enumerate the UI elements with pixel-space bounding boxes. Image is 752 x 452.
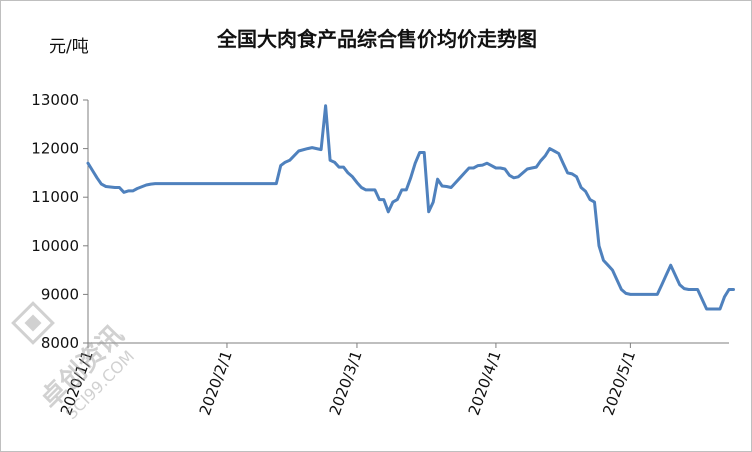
chart-title: 全国大肉食产品综合售价均价走势图	[217, 27, 537, 51]
axes	[87, 100, 729, 344]
y-ticks: 8000 9000 10000 11000 12000 13000	[31, 91, 88, 352]
series-lines	[86, 104, 735, 311]
y-tick-label: 11000	[31, 188, 79, 206]
y-tick-label: 9000	[41, 285, 79, 303]
y-tick-label: 13000	[31, 91, 79, 109]
x-tick-label: 2020/4/1	[465, 348, 505, 417]
y-axis-unit-label: 元/吨	[49, 37, 89, 57]
y-tick-label: 8000	[41, 334, 79, 352]
x-tick-label: 2020/1/1	[57, 348, 97, 417]
x-ticks: 2020/1/1 2020/2/1 2020/3/1 2020/4/1 2020/5/1	[57, 343, 639, 418]
y-tick-label: 12000	[31, 140, 79, 158]
series-line	[86, 104, 735, 311]
x-tick-label: 2020/3/1	[326, 348, 366, 417]
x-tick-label: 2020/2/1	[196, 348, 236, 417]
x-tick-label: 2020/5/1	[599, 348, 639, 417]
y-tick-label: 10000	[31, 237, 79, 255]
